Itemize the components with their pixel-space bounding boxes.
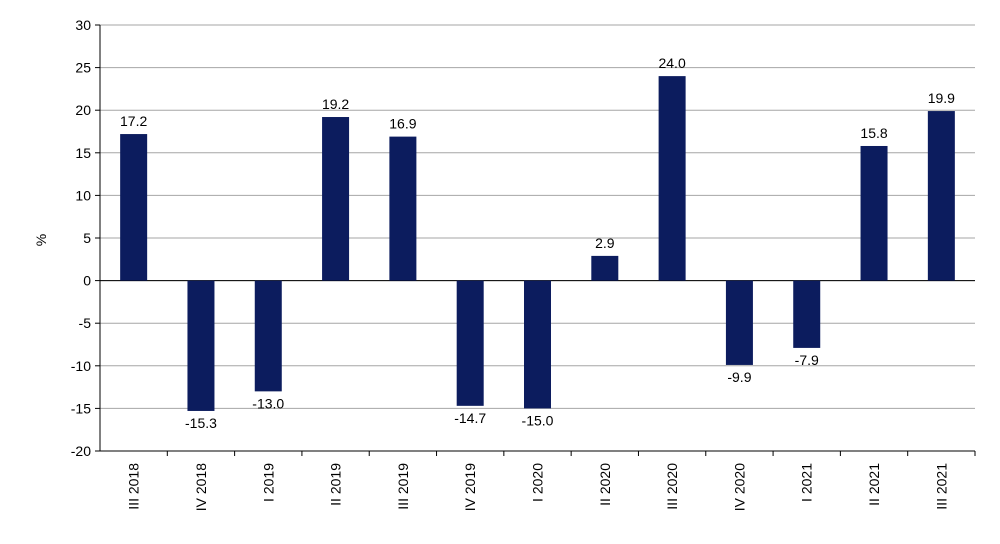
data-label: 17.2 bbox=[120, 113, 147, 129]
y-tick-label: -15 bbox=[71, 400, 91, 416]
y-tick-label: -20 bbox=[71, 443, 91, 459]
data-label: -9.9 bbox=[727, 369, 751, 385]
data-label: -7.9 bbox=[795, 352, 819, 368]
data-label: 24.0 bbox=[658, 55, 685, 71]
bar bbox=[524, 280, 551, 409]
x-axis-ticks: III 2018 IV 2018 I 2019 II 2019 III 2019 IV 2… bbox=[100, 450, 976, 511]
x-tick-label: IV 2019 bbox=[462, 463, 478, 511]
bar bbox=[658, 76, 686, 281]
y-tick-label: 25 bbox=[75, 60, 91, 76]
data-label: 19.2 bbox=[322, 96, 349, 112]
y-tick-label: -10 bbox=[71, 358, 91, 374]
bars bbox=[120, 76, 955, 411]
bar bbox=[725, 280, 753, 365]
data-label: -14.7 bbox=[454, 410, 486, 426]
x-tick-label: IV 2020 bbox=[731, 463, 747, 511]
x-tick-label: I 2021 bbox=[799, 463, 815, 502]
bar bbox=[389, 136, 417, 281]
bar bbox=[254, 280, 282, 392]
data-label: 15.8 bbox=[860, 125, 887, 141]
x-tick-label: III 2019 bbox=[395, 463, 411, 510]
y-tick-label: 20 bbox=[75, 102, 91, 118]
x-tick-label: III 2021 bbox=[933, 463, 949, 510]
bar bbox=[793, 280, 821, 348]
x-tick-label: IV 2018 bbox=[193, 463, 209, 511]
y-tick-label: 0 bbox=[83, 273, 91, 289]
data-label: 2.9 bbox=[595, 235, 615, 251]
data-label: -13.0 bbox=[252, 395, 284, 411]
data-label: 19.9 bbox=[928, 90, 955, 106]
bar bbox=[591, 255, 619, 281]
data-labels: 17.2 -15.3 -13.0 19.2 16.9 -14.7 -15.0 2.9 24.0 -… bbox=[120, 55, 955, 431]
x-tick-label: I 2019 bbox=[260, 463, 276, 502]
y-axis-title: % bbox=[33, 234, 49, 246]
bar bbox=[456, 280, 484, 406]
x-tick-label: II 2020 bbox=[597, 463, 613, 506]
bar bbox=[322, 117, 350, 281]
data-label: -15.3 bbox=[185, 415, 217, 431]
y-tick-label: -5 bbox=[79, 315, 92, 331]
bar bbox=[187, 280, 215, 411]
data-label: -15.0 bbox=[522, 412, 554, 428]
x-tick-label: I 2020 bbox=[530, 463, 546, 502]
y-tick-label: 15 bbox=[75, 145, 91, 161]
bar bbox=[860, 145, 888, 281]
y-tick-label: 30 bbox=[75, 17, 91, 33]
y-tick-label: 10 bbox=[75, 187, 91, 203]
y-tick-label: 5 bbox=[83, 230, 91, 246]
bar bbox=[927, 111, 955, 281]
x-tick-label: II 2019 bbox=[328, 463, 344, 506]
x-tick-label: III 2020 bbox=[664, 463, 680, 510]
x-tick-label: II 2021 bbox=[866, 463, 882, 506]
bar bbox=[120, 134, 148, 281]
data-label: 16.9 bbox=[389, 116, 416, 132]
x-tick-label: III 2018 bbox=[126, 463, 142, 510]
